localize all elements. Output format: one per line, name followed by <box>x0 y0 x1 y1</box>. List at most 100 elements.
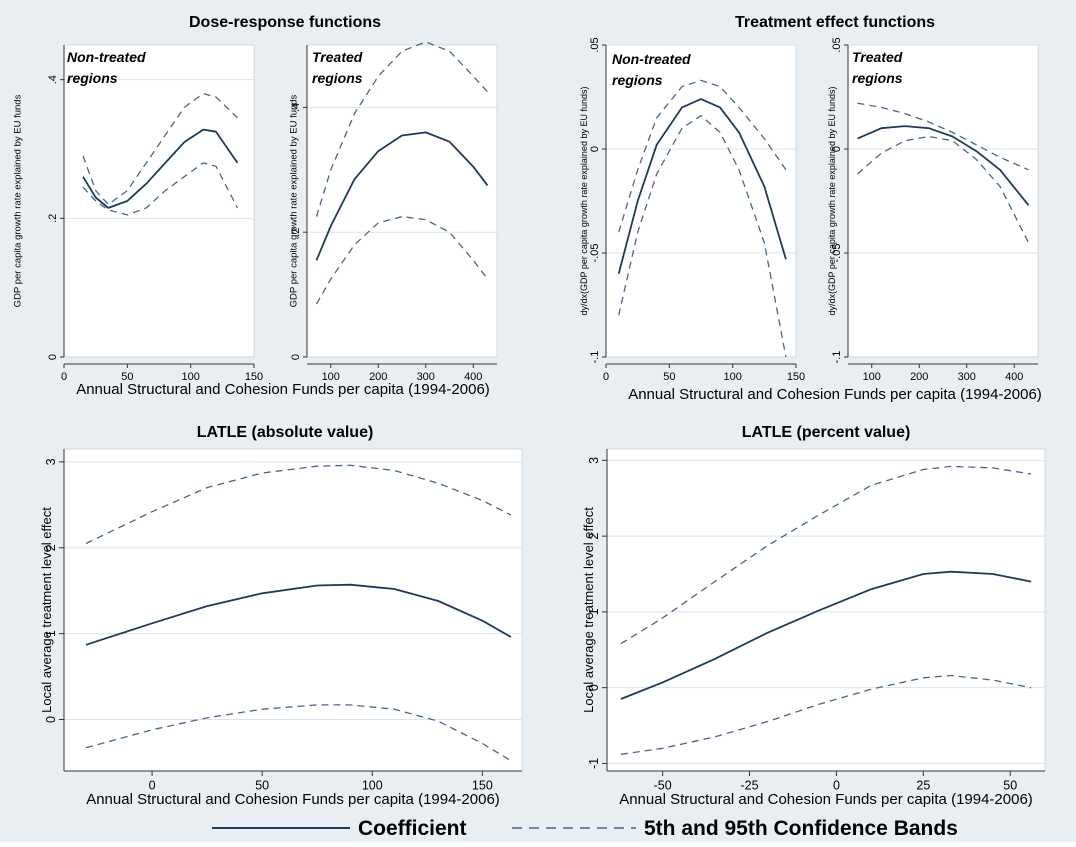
y-axis-label: dy/dx(GDP per capita growth rate explain… <box>579 87 589 316</box>
top-right-x-axis-label: Annual Structural and Cohesion Funds per… <box>628 386 1042 403</box>
legend-coefficient-label: Coefficient <box>358 817 467 840</box>
y-tick-label: 0 <box>831 146 843 152</box>
y-tick-label: -.05 <box>589 244 601 263</box>
x-tick-label: 400 <box>464 371 482 383</box>
y-tick-label: 0 <box>47 354 59 360</box>
chart-panel-2: 0 .2 .4 100 200 300 400 GDP per capita growth r… <box>289 41 498 383</box>
confidence-band-upper <box>620 465 1032 645</box>
x-tick-label: 200 <box>369 371 387 383</box>
y-tick-label: .2 <box>290 228 302 237</box>
chart-title: LATLE (percent value) <box>742 424 911 441</box>
confidence-band-lower <box>618 115 787 358</box>
x-tick-label: -50 <box>654 779 672 793</box>
confidence-band-lower <box>315 215 489 305</box>
confidence-band-lower <box>82 162 239 216</box>
chart-title: Treatment effect functions <box>735 14 935 31</box>
x-tick-label: 150 <box>245 371 263 383</box>
y-tick-label: -.1 <box>831 351 843 364</box>
legend-bands-label: 5th and 95th Confidence Bands <box>644 817 958 840</box>
chart-panel-1: Dose-response functions 0 .2 .4 0 50 100 150 GDP… <box>13 14 382 383</box>
y-tick-label: 2 <box>587 533 601 540</box>
x-tick-label: 100 <box>863 371 881 383</box>
chart-panel-6: LATLE (absolute value) 0 1 2 3 0 50 100 150 Local… <box>39 424 523 808</box>
plot-area <box>63 448 523 772</box>
coefficient-line <box>82 128 239 209</box>
y-tick-label: -.05 <box>831 244 843 263</box>
y-tick-label: 0 <box>589 146 601 152</box>
chart-title: LATLE (absolute value) <box>197 424 374 441</box>
plot-area <box>63 44 255 358</box>
confidence-band-lower <box>85 704 512 762</box>
top-left-x-axis-label: Annual Structural and Cohesion Funds per… <box>76 381 490 398</box>
y-axis-label: dy/dx(GDP per capita growth rate explain… <box>827 87 837 316</box>
confidence-band-upper <box>82 92 238 206</box>
x-tick-label: 0 <box>603 371 609 383</box>
confidence-band-upper <box>618 79 787 233</box>
panel-label: Treated <box>312 49 363 65</box>
x-tick-label: 25 <box>916 779 930 793</box>
x-tick-label: 100 <box>723 371 741 383</box>
chart-panel-7: LATLE (percent value) -1 0 1 2 3 -50 -25 0 25 50 Lo… <box>581 424 1046 808</box>
x-tick-label: 400 <box>1005 371 1023 383</box>
y-tick-label: 1 <box>587 608 601 615</box>
panel-label: Non-treated <box>67 49 146 65</box>
plot-area <box>847 44 1039 358</box>
panel-label: regions <box>312 70 363 86</box>
confidence-band-lower <box>620 674 1032 755</box>
chart-panel-5: Annual Structural and Cohesion Funds per… <box>76 381 1042 403</box>
panel-label: regions <box>67 70 118 86</box>
y-axis-label: Local average treatment level effect <box>581 507 596 713</box>
coefficient-line <box>315 131 489 261</box>
panel-label: regions <box>852 70 903 86</box>
coefficient-line <box>620 570 1032 700</box>
x-tick-label: 50 <box>663 371 675 383</box>
y-tick-label: .2 <box>47 214 59 223</box>
y-tick-label: 0 <box>587 684 601 691</box>
confidence-band-upper <box>857 102 1029 171</box>
x-tick-label: 100 <box>362 779 383 793</box>
x-tick-label: 200 <box>910 371 928 383</box>
y-tick-label: .05 <box>831 37 843 52</box>
coefficient-line <box>85 583 512 646</box>
y-tick-label: 0 <box>44 716 58 723</box>
x-tick-label: 0 <box>833 779 840 793</box>
y-tick-label: -.1 <box>589 351 601 364</box>
x-tick-label: 150 <box>787 371 805 383</box>
x-axis-label: Annual Structural and Cohesion Funds per… <box>86 791 500 808</box>
panel-label: Non-treated <box>612 51 691 67</box>
y-axis-label: Local average treatment level effect <box>39 507 54 713</box>
x-tick-label: 300 <box>958 371 976 383</box>
y-tick-label: 0 <box>290 354 302 360</box>
coefficient-line <box>857 125 1030 206</box>
x-tick-label: 0 <box>149 779 156 793</box>
x-tick-label: 50 <box>121 371 133 383</box>
y-tick-label: -1 <box>587 758 601 769</box>
x-tick-label: 0 <box>61 371 67 383</box>
legend: Coefficient 5th and 95th Confidence Band… <box>212 817 958 840</box>
x-tick-label: 150 <box>472 779 493 793</box>
y-tick-label: .4 <box>47 75 59 84</box>
x-tick-label: 300 <box>417 371 435 383</box>
plot-area <box>306 44 498 358</box>
y-axis-label: GDP per capita growth rate explained by … <box>289 94 300 307</box>
y-tick-label: 2 <box>44 544 58 551</box>
x-tick-label: -25 <box>740 779 758 793</box>
y-tick-label: .4 <box>290 103 302 112</box>
chart-panel-4: -.1 -.05 0 .05 100 200 300 400 dy/dx(GDP per cap… <box>827 37 1039 383</box>
chart-panel-3: Treatment effect functions -.1 -.05 0 .05 0 50… <box>579 14 935 383</box>
plot-area <box>605 44 797 358</box>
x-axis-label: Annual Structural and Cohesion Funds per… <box>619 791 1033 808</box>
panel-label: Treated <box>852 49 903 65</box>
y-axis-label: GDP per capita growth rate explained by … <box>13 94 24 307</box>
y-tick-label: .05 <box>589 37 601 52</box>
y-tick-label: 3 <box>44 458 58 465</box>
y-tick-label: 1 <box>44 630 58 637</box>
y-tick-label: 3 <box>587 457 601 464</box>
x-tick-label: 50 <box>1003 779 1017 793</box>
chart-title: Dose-response functions <box>189 14 381 31</box>
coefficient-line <box>617 98 787 275</box>
plot-area <box>606 448 1046 772</box>
